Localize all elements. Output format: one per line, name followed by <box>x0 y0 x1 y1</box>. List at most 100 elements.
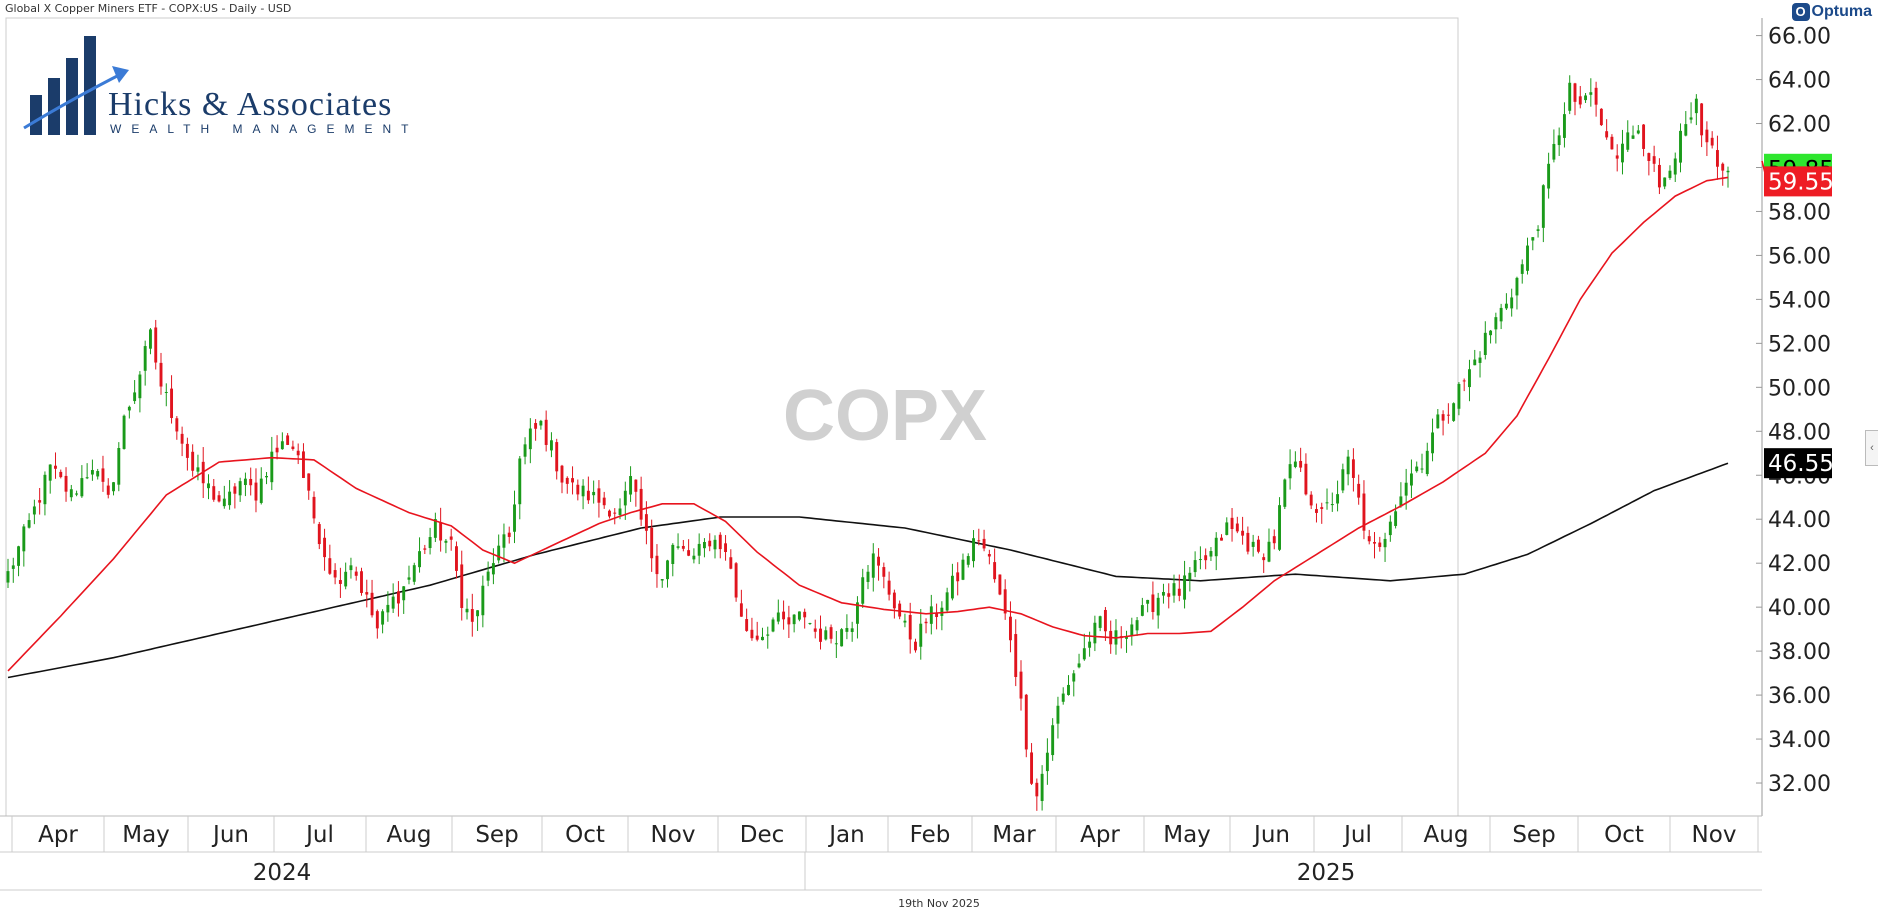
candle-body <box>840 629 844 647</box>
month-label: Sep <box>1512 822 1555 848</box>
candle-body <box>692 555 696 560</box>
candle-body <box>1562 114 1566 138</box>
candle-body <box>602 497 606 506</box>
candle-body <box>565 477 569 484</box>
price-label-box <box>1764 448 1832 479</box>
candle-body <box>1557 135 1561 146</box>
candle-body <box>1272 536 1276 544</box>
candle-body <box>1547 163 1551 189</box>
candle-body <box>1093 622 1097 644</box>
candle-body <box>27 520 31 528</box>
y-tick-label: 64.00 <box>1768 69 1831 94</box>
candle-body <box>776 612 780 622</box>
candle-body <box>935 612 939 617</box>
hicks-associates-logo: Hicks & Associates WEALTH MANAGEMENT <box>23 36 408 136</box>
candle-body <box>549 440 553 451</box>
candle-body <box>629 476 633 495</box>
candle-body <box>1394 511 1398 526</box>
candle-body <box>1040 773 1044 802</box>
candle-body <box>338 580 342 584</box>
candle-body <box>1499 307 1503 322</box>
candle-body <box>1151 594 1155 613</box>
candle-body <box>1589 92 1593 95</box>
candle-body <box>1251 541 1255 547</box>
ma-long-layer <box>7 462 1729 679</box>
month-label: Jun <box>1252 822 1290 848</box>
candle-body <box>534 423 538 429</box>
candle-body <box>6 571 10 583</box>
year-label: 2025 <box>1297 860 1356 886</box>
candle-body <box>1715 150 1719 167</box>
month-label: Nov <box>651 822 696 848</box>
candle-body <box>666 560 669 580</box>
candle-body <box>1346 456 1350 475</box>
candle-body <box>655 555 659 575</box>
y-tick-label: 40.00 <box>1768 596 1831 621</box>
candle-body <box>1457 383 1461 409</box>
candle-body <box>1103 609 1107 632</box>
month-label: Sep <box>475 822 518 848</box>
candle-body <box>755 635 759 640</box>
candle-body <box>170 388 174 418</box>
candle-body <box>914 641 917 651</box>
candle-body <box>1621 143 1624 163</box>
candle-body <box>396 591 400 604</box>
candle-body <box>1594 87 1598 105</box>
candle-body <box>1647 153 1651 161</box>
candle-body <box>1177 588 1181 596</box>
candle-body <box>613 512 617 514</box>
candle-body <box>1578 96 1582 105</box>
optuma-label: Optuma <box>1811 3 1872 20</box>
candle-body <box>560 465 564 483</box>
candle-body <box>1362 493 1366 531</box>
candle-body <box>312 496 316 519</box>
year-label: 2024 <box>253 860 312 886</box>
logo-arrow-icon <box>23 70 126 130</box>
candle-body <box>1383 538 1387 548</box>
candle-body <box>1214 537 1218 557</box>
candle-body <box>1357 483 1361 498</box>
candle-body <box>180 433 184 444</box>
month-label: Aug <box>387 822 432 848</box>
candle-body <box>1489 330 1493 336</box>
candle-body <box>407 577 411 580</box>
candle-body <box>64 475 68 492</box>
candle-body <box>1441 414 1445 421</box>
candle-body <box>871 553 875 578</box>
candle-body <box>1673 158 1677 175</box>
candle-body <box>813 628 817 632</box>
candle-body <box>43 474 47 505</box>
candle-body <box>1531 237 1535 241</box>
candle-body <box>1504 303 1508 309</box>
candle-body <box>929 606 933 624</box>
candle-body <box>1061 693 1065 702</box>
candle-body <box>444 540 448 543</box>
candle-body <box>354 571 358 576</box>
logo-bar-3 <box>66 58 78 135</box>
candle-body <box>1446 414 1450 416</box>
candle-body <box>333 570 337 578</box>
candle-body <box>80 478 84 497</box>
x-axis: Apr May Jun Jul Aug Sep Oct Nov Dec Jan Feb Mar Apr M… <box>0 815 1762 891</box>
month-label: Dec <box>740 822 785 848</box>
candle-body <box>1077 663 1081 668</box>
candle-body <box>38 500 42 503</box>
candle-body <box>270 451 274 483</box>
candle-body <box>85 477 89 479</box>
candle-body <box>523 444 527 457</box>
month-label: Apr <box>1080 822 1120 848</box>
candle-body <box>993 562 997 580</box>
candle-body <box>1536 229 1540 231</box>
candle-body <box>1636 130 1640 134</box>
candle-body <box>1067 684 1070 695</box>
candle-body <box>228 491 232 506</box>
candle-body <box>1462 380 1466 382</box>
candle-body <box>1404 482 1408 496</box>
candle-body <box>1452 403 1456 421</box>
candle-body <box>465 608 469 613</box>
panel-collapse-handle[interactable]: ‹ <box>1865 430 1878 466</box>
candle-body <box>1225 522 1229 535</box>
candle-body <box>291 446 295 450</box>
